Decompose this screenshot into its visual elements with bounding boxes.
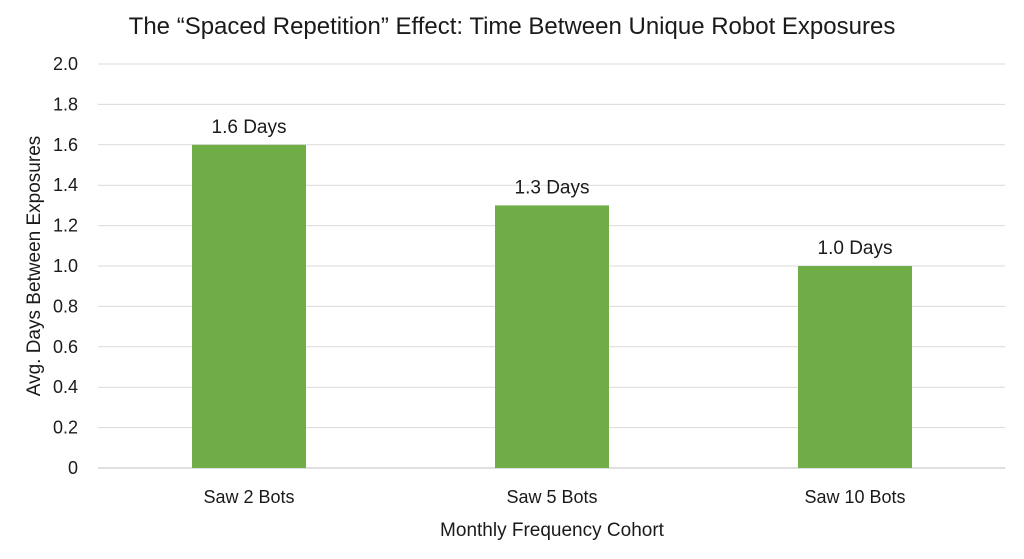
bar xyxy=(495,205,609,468)
y-tick-label: 1.0 xyxy=(53,256,78,276)
y-tick-label: 0.6 xyxy=(53,337,78,357)
chart-title: The “Spaced Repetition” Effect: Time Bet… xyxy=(129,13,896,40)
bars xyxy=(192,144,912,469)
y-tick-label: 1.8 xyxy=(53,94,78,114)
x-axis-tick-labels: Saw 2 Bots Saw 5 Bots Saw 10 Bots xyxy=(203,487,905,507)
data-labels: 1.6 Days 1.3 Days 1.0 Days xyxy=(212,117,893,259)
x-tick-label: Saw 2 Bots xyxy=(203,487,294,507)
bar-data-label: 1.3 Days xyxy=(515,177,590,198)
bar xyxy=(798,266,912,468)
y-axis-tick-labels: 0 0.2 0.4 0.6 0.8 1.0 1.2 1.4 1.6 1.8 2.0 xyxy=(53,54,78,478)
bar-data-label: 1.6 Days xyxy=(212,117,287,138)
y-tick-label: 0.8 xyxy=(53,296,78,316)
y-tick-label: 1.6 xyxy=(53,135,78,155)
y-tick-label: 0.2 xyxy=(53,418,78,438)
bar-data-label: 1.0 Days xyxy=(818,238,893,259)
y-tick-label: 1.2 xyxy=(53,216,78,236)
y-tick-label: 1.4 xyxy=(53,175,78,195)
y-tick-label: 2.0 xyxy=(53,54,78,74)
x-tick-label: Saw 10 Bots xyxy=(804,487,905,507)
bar xyxy=(192,144,306,469)
x-tick-label: Saw 5 Bots xyxy=(506,487,597,507)
x-axis-title: Monthly Frequency Cohort xyxy=(440,520,665,541)
y-axis-title: Avg. Days Between Exposures xyxy=(24,136,45,397)
y-tick-label: 0 xyxy=(68,458,78,478)
y-tick-label: 0.4 xyxy=(53,377,78,397)
